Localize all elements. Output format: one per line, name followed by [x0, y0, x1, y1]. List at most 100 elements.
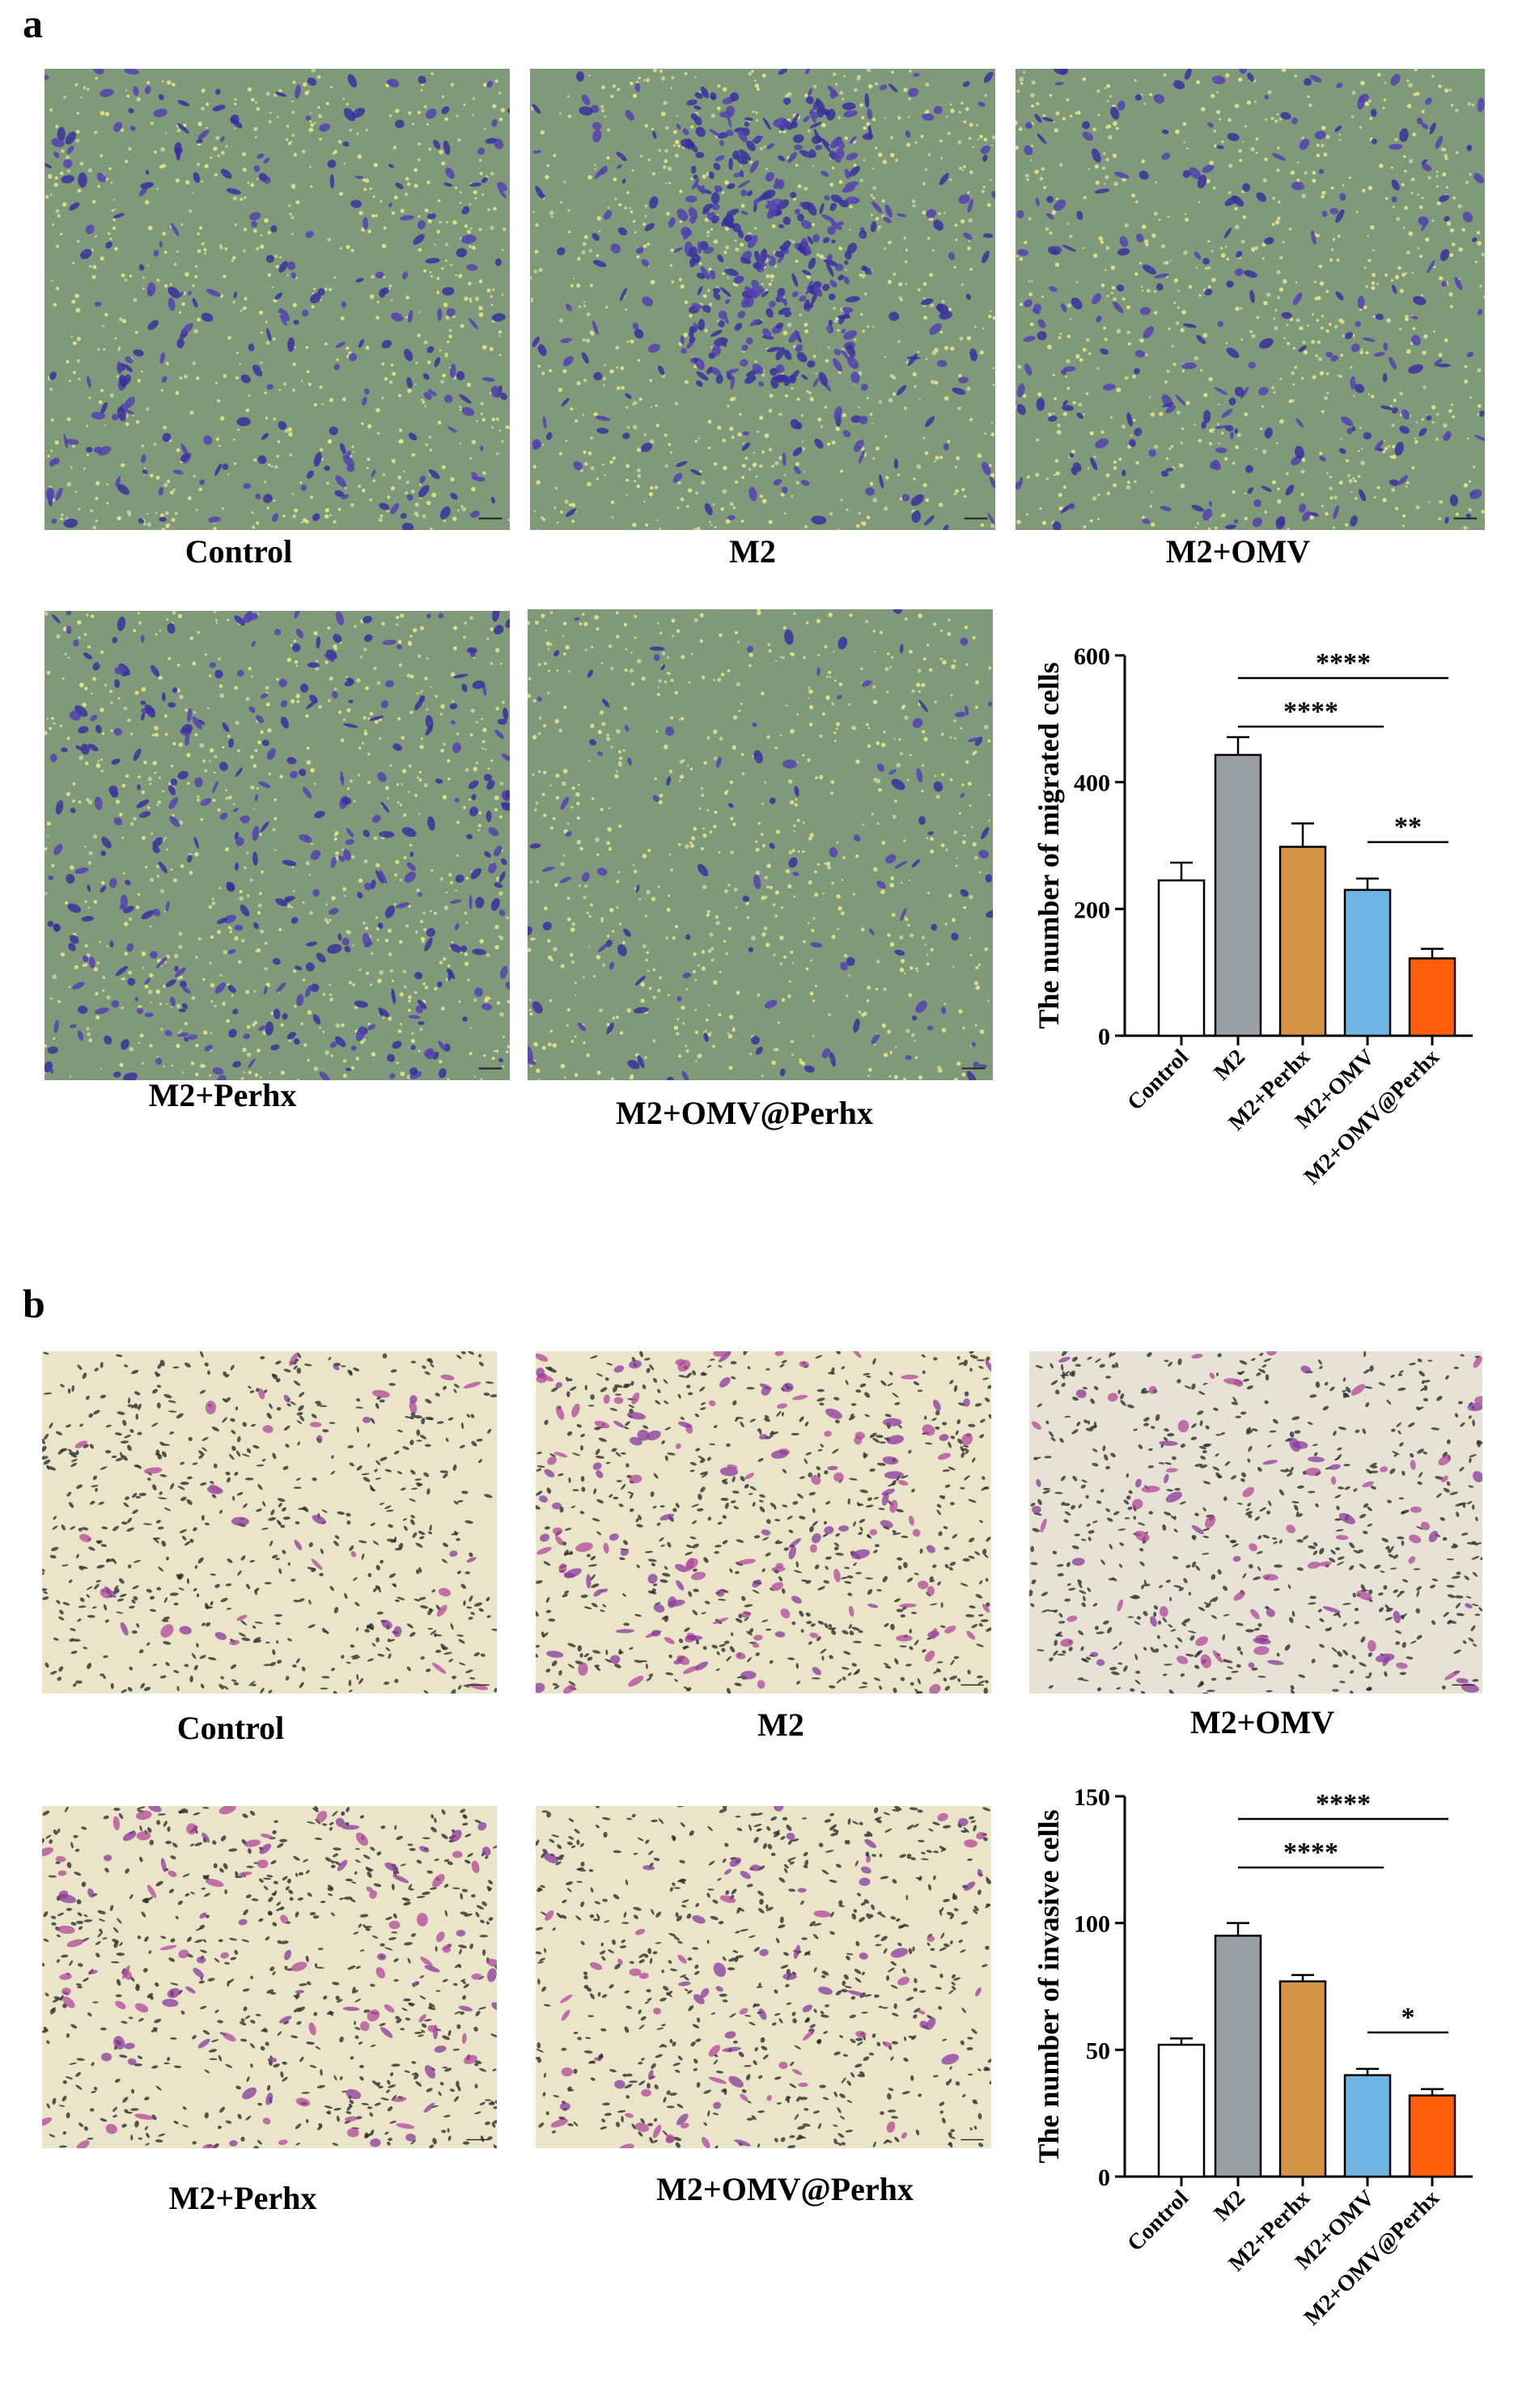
pore-dot [268, 120, 272, 124]
pore-dot [95, 481, 100, 485]
pore-dot [1085, 392, 1089, 396]
stained-cell [980, 145, 991, 155]
pore-dot [445, 891, 448, 894]
stained-cell [653, 654, 660, 661]
pore-dot [112, 198, 116, 201]
pore-dot [1026, 513, 1029, 516]
stained-cell [392, 1041, 402, 1049]
stained-cell [1244, 269, 1257, 278]
pore-dot [1031, 280, 1033, 283]
pore-dot [418, 778, 422, 782]
pore-dot [1218, 442, 1220, 445]
stained-cell [769, 300, 776, 308]
pore-dot [765, 167, 768, 171]
pore-dot [1329, 476, 1333, 479]
pore-dot [930, 837, 934, 842]
stained-cell [697, 286, 703, 295]
pore-dot [214, 172, 218, 177]
pore-dot [475, 720, 478, 723]
pore-dot [273, 798, 277, 802]
pore-dot [434, 911, 437, 915]
pore-dot [1082, 247, 1085, 249]
pore-dot [707, 289, 710, 292]
pore-dot [938, 212, 941, 215]
pore-dot [710, 346, 714, 349]
pore-dot [1316, 143, 1320, 147]
pore-dot [667, 656, 670, 659]
stained-cell [574, 617, 580, 621]
pore-dot [219, 973, 223, 977]
stained-cell [739, 149, 752, 161]
pore-dot [612, 930, 615, 933]
stained-cell [1357, 95, 1365, 110]
stained-cell [1202, 508, 1213, 521]
pore-dot [638, 397, 642, 401]
stained-cell [1048, 415, 1058, 422]
stained-cell [1201, 421, 1207, 429]
pore-dot [184, 272, 189, 277]
micrograph-a-control-svg [45, 69, 510, 530]
pore-dot [939, 629, 943, 633]
pore-dot [545, 175, 549, 180]
stained-cell [435, 778, 443, 784]
pore-dot [685, 844, 689, 850]
stained-cell [214, 669, 223, 679]
pore-dot [417, 158, 421, 162]
stained-cell [184, 733, 190, 746]
pore-dot [192, 284, 195, 287]
stained-cell [456, 371, 465, 381]
stained-cell [415, 1005, 423, 1014]
pore-dot [950, 346, 955, 351]
pore-dot [270, 465, 273, 468]
pore-dot [159, 164, 163, 169]
pore-dot [375, 214, 378, 218]
stained-cell [985, 873, 992, 883]
pore-dot [689, 843, 694, 848]
stained-cell [1418, 427, 1427, 437]
pore-dot [84, 943, 88, 948]
pore-dot [1202, 333, 1208, 338]
pore-dot [1359, 80, 1365, 86]
pore-dot [783, 955, 787, 960]
pore-dot [240, 309, 243, 312]
stained-cell [454, 798, 460, 803]
stained-cell [854, 834, 861, 842]
pore-dot [53, 722, 56, 725]
stained-cell [573, 460, 583, 471]
stained-cell [842, 185, 855, 193]
stained-cell [557, 247, 566, 256]
pore-dot [1440, 147, 1445, 152]
pore-dot [740, 165, 743, 167]
stained-cell [1034, 113, 1042, 123]
stained-cell [407, 310, 413, 323]
stained-cell [1318, 168, 1325, 175]
pore-dot [378, 736, 382, 740]
pore-dot [465, 876, 469, 880]
pore-dot [610, 666, 614, 671]
pore-dot [246, 894, 250, 897]
stained-cell [681, 1070, 689, 1080]
pore-dot [656, 519, 659, 522]
pore-dot [529, 880, 533, 884]
pore-dot [491, 1057, 495, 1061]
stained-cell [136, 799, 150, 808]
pore-dot [713, 462, 718, 466]
pore-dot [544, 662, 547, 666]
pore-dot [976, 124, 978, 127]
pore-dot [691, 653, 693, 655]
pore-dot [586, 911, 589, 914]
pore-dot [608, 846, 613, 851]
pore-dot [199, 743, 205, 748]
pore-dot [233, 803, 235, 806]
pore-dot [495, 706, 500, 711]
pore-dot [493, 206, 497, 211]
pore-dot [652, 995, 656, 999]
stained-cell [642, 296, 654, 307]
pore-dot [1364, 101, 1370, 107]
pore-dot [583, 1041, 586, 1045]
pore-dot [1178, 463, 1184, 468]
pore-dot [290, 140, 293, 143]
stained-cell [178, 1008, 186, 1012]
stained-cell [500, 965, 508, 979]
pore-dot [278, 927, 282, 931]
